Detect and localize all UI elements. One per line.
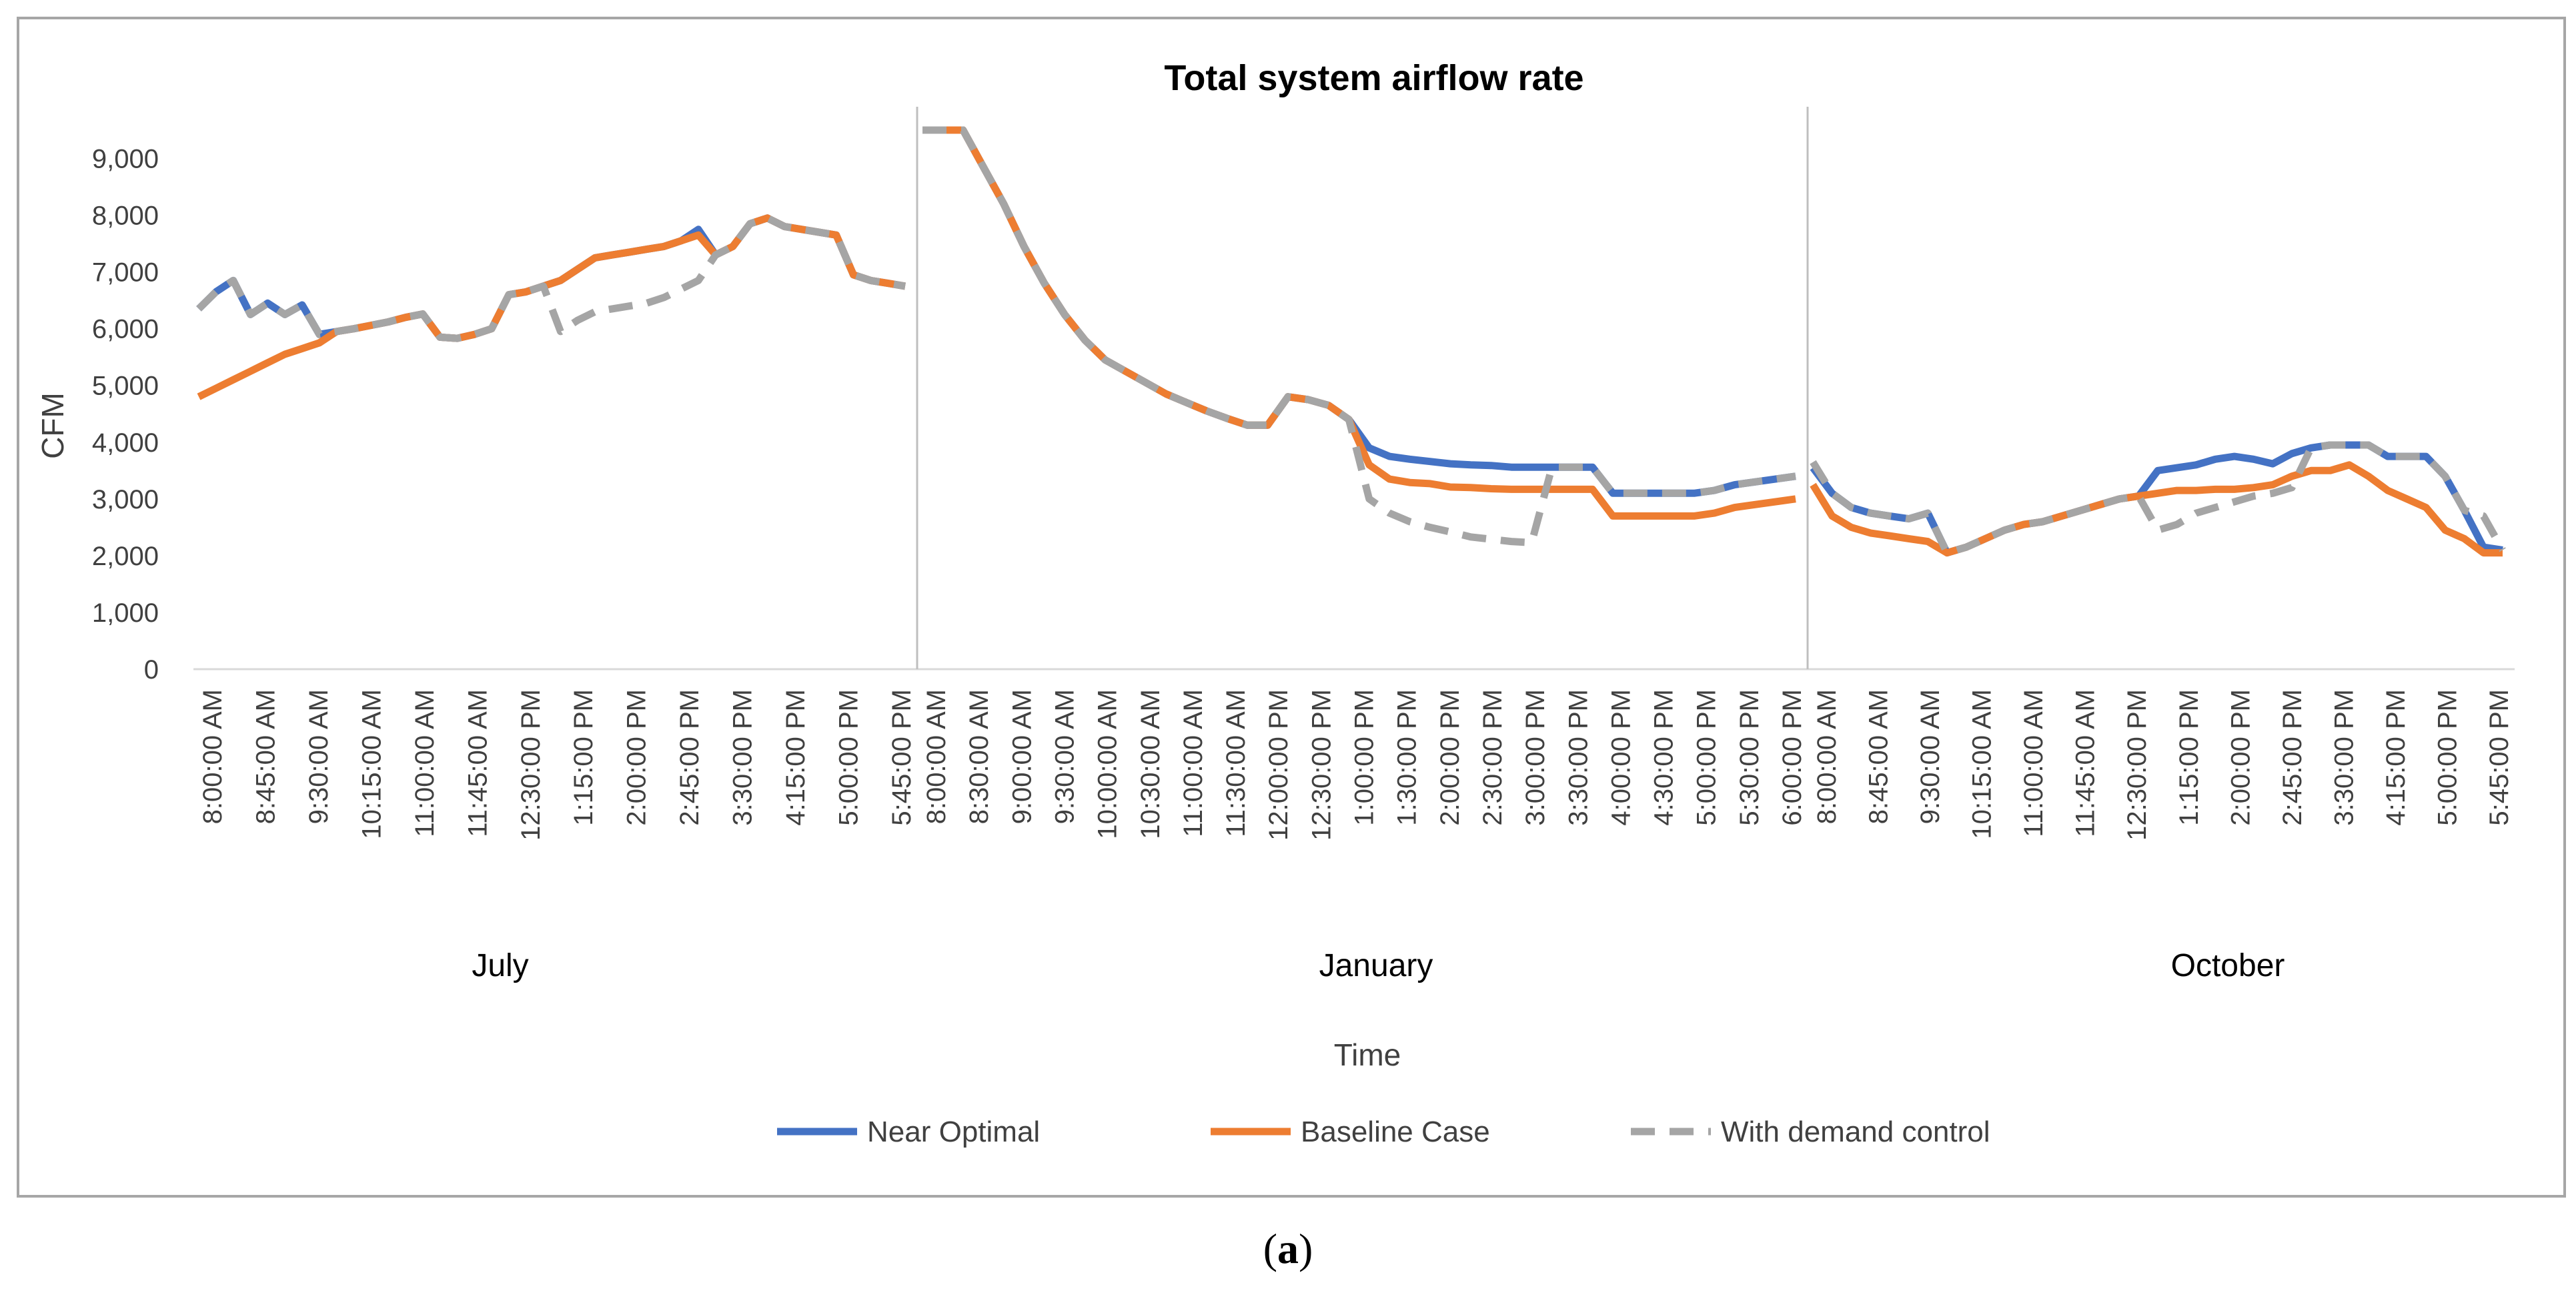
x-tick-label: 2:30:00 PM — [1478, 689, 1507, 826]
y-tick-label: 2,000 — [92, 542, 159, 571]
month-label: January — [1319, 948, 1433, 983]
legend-label: With demand control — [1721, 1116, 1990, 1148]
y-tick-label: 7,000 — [92, 258, 159, 288]
caption-open: ( — [1263, 1225, 1277, 1272]
y-tick-label: 8,000 — [92, 201, 159, 231]
legend-label: Baseline Case — [1301, 1116, 1490, 1148]
x-tick-label: 10:00:00 AM — [1093, 689, 1123, 839]
x-tick-label: 10:15:00 AM — [357, 689, 386, 839]
x-tick-label: 5:00:00 PM — [2433, 689, 2463, 826]
x-tick-label: 3:30:00 PM — [728, 689, 758, 826]
series-line-with-demand-control — [196, 214, 906, 342]
chart-legend: Near Optimal Baseline Case With demand con… — [777, 1116, 1990, 1148]
x-tick-label: 8:00:00 AM — [198, 689, 227, 824]
chart-frame — [17, 17, 2566, 1198]
y-axis-label: CFM — [35, 392, 70, 459]
airflow-line-chart: Total system airflow rate 0 1,000 2,000 3,0… — [35, 58, 2515, 1148]
x-tick-label: 4:15:00 PM — [2381, 689, 2411, 826]
caption-label: a — [1277, 1225, 1299, 1272]
x-tick-label: 2:00:00 PM — [2226, 689, 2255, 826]
panel-july: 8:00:00 AM 8:45:00 AM 9:30:00 AM 10:15:00 A… — [193, 214, 917, 983]
x-tick-label: 5:00:00 PM — [1692, 689, 1722, 826]
legend-item-with-demand-control: With demand control — [1631, 1116, 1990, 1148]
x-tick-label: 5:45:00 PM — [2485, 689, 2514, 826]
panel-october: 8:00:00 AM 8:45:00 AM 9:30:00 AM 10:15:00 A… — [1806, 107, 2515, 983]
y-tick-label: 6,000 — [92, 315, 159, 344]
x-tick-label: 2:00:00 PM — [622, 689, 652, 826]
x-tick-label: 1:15:00 PM — [2174, 689, 2204, 826]
series-line-with-demand-control — [1810, 441, 2506, 557]
x-tick-label: 11:00:00 AM — [2019, 689, 2048, 837]
chart-title: Total system airflow rate — [1164, 58, 1583, 98]
x-tick-label: 9:00:00 AM — [1007, 689, 1037, 824]
x-tick-label: 9:30:00 AM — [304, 689, 334, 824]
y-tick-label: 5,000 — [92, 372, 159, 401]
chart-panels: 8:00:00 AM 8:45:00 AM 9:30:00 AM 10:15:00 A… — [193, 107, 2515, 983]
x-tick-label: 1:15:00 PM — [569, 689, 598, 826]
series-line-baseline-case — [922, 126, 1796, 520]
x-tick-label: 5:30:00 PM — [1735, 689, 1764, 826]
x-tick-label: 10:30:00 AM — [1136, 689, 1165, 839]
y-axis: 0 1,000 2,000 3,000 4,000 5,000 6,000 7,000 8,00… — [92, 145, 159, 685]
x-tick-label: 12:00:00 PM — [1264, 689, 1293, 841]
y-tick-label: 1,000 — [92, 598, 159, 628]
legend-label: Near Optimal — [867, 1116, 1040, 1148]
x-tick-label: 1:30:00 PM — [1393, 689, 1422, 826]
x-tick-label: 2:45:00 PM — [675, 689, 704, 826]
x-tick-label: 9:30:00 AM — [1916, 689, 1945, 824]
figure-caption: (a) — [0, 1224, 2576, 1274]
x-tick-label: 12:30:00 PM — [516, 689, 546, 841]
x-tick-label: 9:30:00 AM — [1051, 689, 1080, 824]
x-tick-label: 8:00:00 AM — [1812, 689, 1842, 824]
x-tick-label: 5:00:00 PM — [834, 689, 864, 826]
legend-item-baseline-case: Baseline Case — [1211, 1116, 1490, 1148]
month-label: July — [472, 948, 528, 983]
caption-close: ) — [1299, 1225, 1313, 1272]
y-tick-label: 3,000 — [92, 485, 159, 514]
series-line-with-demand-control — [922, 126, 1796, 546]
x-tick-label: 4:00:00 PM — [1606, 689, 1636, 826]
x-tick-label: 8:30:00 AM — [964, 689, 994, 824]
y-tick-label: 9,000 — [92, 145, 159, 174]
x-tick-label: 8:45:00 AM — [1864, 689, 1894, 824]
series-line-baseline-case — [1810, 461, 2503, 557]
series-line-near-optimal — [196, 214, 906, 342]
x-tick-label: 11:45:00 AM — [463, 689, 492, 837]
x-tick-label: 1:00:00 PM — [1350, 689, 1379, 826]
x-tick-label: 4:30:00 PM — [1650, 689, 1679, 826]
x-tick-label: 11:00:00 AM — [1179, 689, 1208, 837]
x-tick-label: 12:30:00 PM — [1307, 689, 1336, 841]
y-tick-label: 4,000 — [92, 428, 159, 458]
x-tick-label: 6:00:00 PM — [1778, 689, 1807, 826]
x-tick-label: 3:00:00 PM — [1521, 689, 1550, 826]
x-tick-label: 11:30:00 AM — [1221, 689, 1251, 837]
x-tick-label: 8:45:00 AM — [251, 689, 281, 824]
x-axis-label: Time — [1334, 1037, 1401, 1072]
x-tick-label: 5:45:00 PM — [887, 689, 916, 826]
x-tick-label: 2:45:00 PM — [2278, 689, 2307, 826]
x-tick-label: 2:00:00 PM — [1435, 689, 1465, 826]
month-label: October — [2171, 948, 2285, 983]
panel-january: 8:00:00 AM 8:30:00 AM 9:00:00 AM 9:30:00 AM… — [916, 107, 1808, 983]
x-tick-label: 3:30:00 PM — [2329, 689, 2359, 826]
x-tick-label: 3:30:00 PM — [1563, 689, 1593, 826]
x-tick-label: 12:30:00 PM — [2122, 689, 2152, 841]
y-tick-label: 0 — [144, 655, 159, 685]
x-tick-label: 11:45:00 AM — [2071, 689, 2100, 837]
x-tick-label: 4:15:00 PM — [781, 689, 810, 826]
x-tick-label: 11:00:00 AM — [410, 689, 440, 837]
legend-item-near-optimal: Near Optimal — [777, 1116, 1040, 1148]
x-tick-label: 10:15:00 AM — [1968, 689, 1997, 839]
x-tick-label: 8:00:00 AM — [922, 689, 951, 824]
